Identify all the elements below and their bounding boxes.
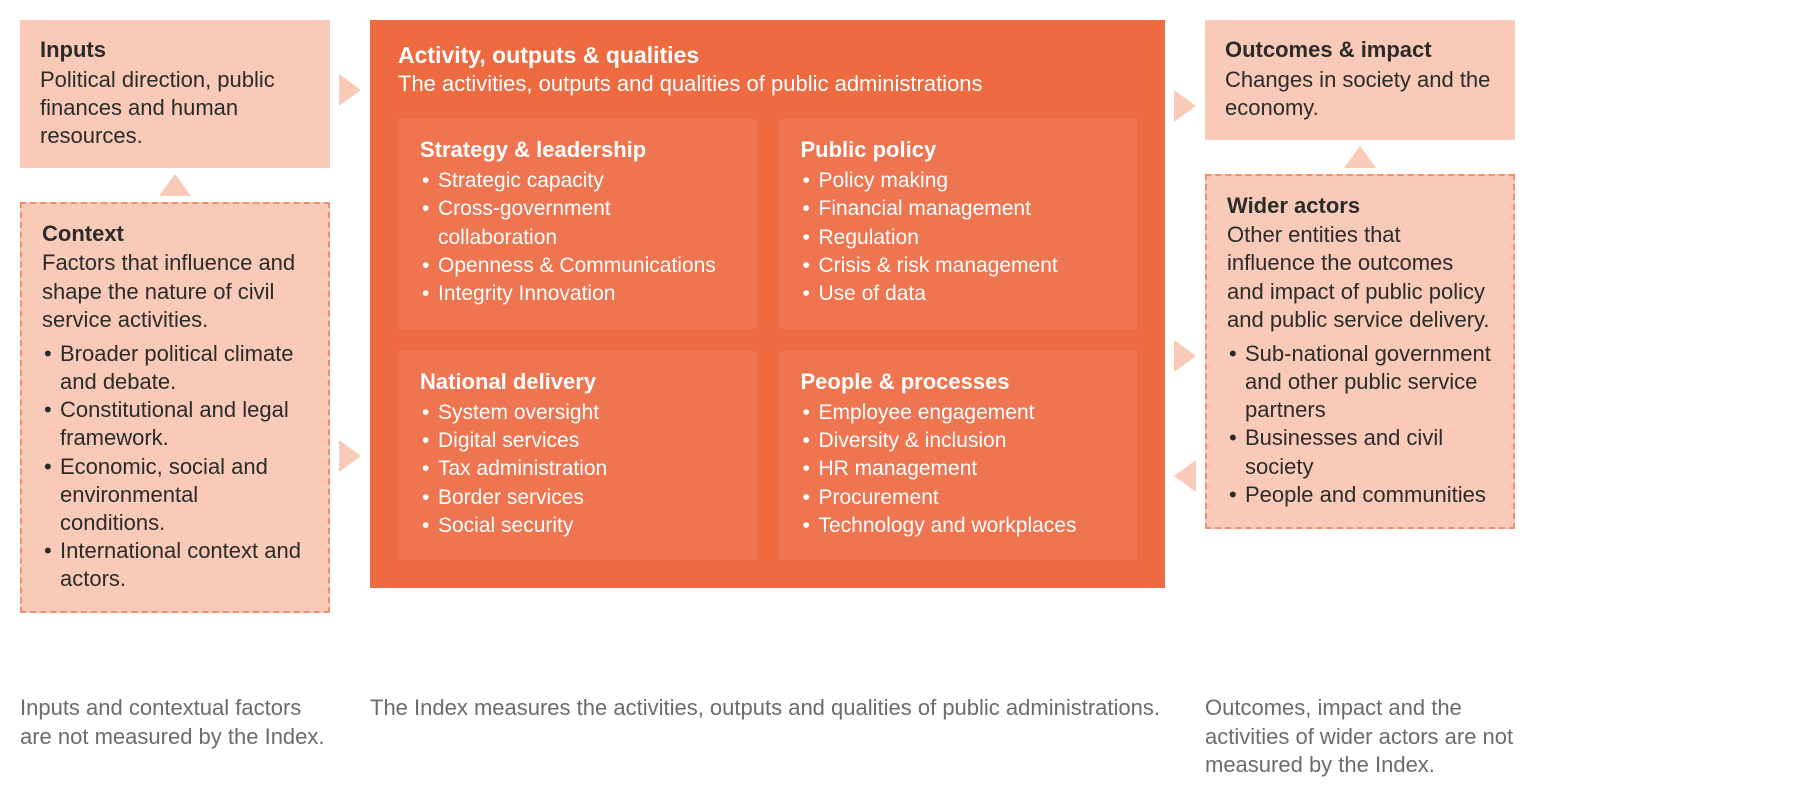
left-column: Inputs Political direction, public finan… bbox=[20, 20, 330, 613]
quadrant-bullet: Digital services bbox=[420, 427, 735, 455]
context-bullets: Broader political climate and debate.Con… bbox=[42, 340, 308, 593]
wider-bullet: People and communities bbox=[1227, 481, 1493, 509]
footer-center-text: The Index measures the activities, outpu… bbox=[370, 694, 1165, 723]
quadrant-bullet: HR management bbox=[801, 455, 1116, 483]
center-column: Activity, outputs & qualities The activi… bbox=[370, 20, 1165, 588]
quadrant-bullet: Openness & Communications bbox=[420, 252, 735, 280]
arrow-right-icon bbox=[339, 440, 361, 472]
quadrant-title: Strategy & leadership bbox=[420, 137, 735, 163]
context-title: Context bbox=[42, 220, 308, 248]
quadrant-bullet: Technology and workplaces bbox=[801, 512, 1116, 540]
wider-desc: Other entities that influence the outcom… bbox=[1227, 221, 1493, 334]
right-arrow-gutter bbox=[1165, 20, 1205, 680]
context-desc: Factors that influence and shape the nat… bbox=[42, 249, 308, 333]
inputs-box: Inputs Political direction, public finan… bbox=[20, 20, 330, 168]
outcomes-box: Outcomes & impact Changes in society and… bbox=[1205, 20, 1515, 140]
left-arrow-gutter bbox=[330, 20, 370, 680]
outcomes-desc: Changes in society and the economy. bbox=[1225, 66, 1495, 122]
footer-left: Inputs and contextual factors are not me… bbox=[20, 694, 330, 751]
quadrant-panel: Strategy & leadership Strategic capacityC… bbox=[398, 119, 757, 329]
arrow-left-icon bbox=[1174, 460, 1196, 492]
context-bullet: Economic, social and environmental condi… bbox=[42, 453, 308, 537]
context-box: Context Factors that influence and shape… bbox=[20, 202, 330, 613]
quadrant-title: People & processes bbox=[801, 369, 1116, 395]
outcomes-title: Outcomes & impact bbox=[1225, 36, 1495, 64]
activity-subtitle: The activities, outputs and qualities of… bbox=[398, 71, 1137, 97]
right-column: Outcomes & impact Changes in society and… bbox=[1205, 20, 1515, 529]
activity-title: Activity, outputs & qualities bbox=[398, 42, 1137, 69]
quadrant-bullet: Social security bbox=[420, 512, 735, 540]
quadrant-bullet: Use of data bbox=[801, 280, 1116, 308]
quadrant-bullet: Employee engagement bbox=[801, 399, 1116, 427]
quadrant-bullet: Tax administration bbox=[420, 455, 735, 483]
wider-actors-box: Wider actors Other entities that influen… bbox=[1205, 174, 1515, 529]
wider-bullet: Sub-national government and other public… bbox=[1227, 340, 1493, 424]
footer-center: The Index measures the activities, outpu… bbox=[370, 694, 1165, 723]
quadrant-bullet: Procurement bbox=[801, 484, 1116, 512]
quadrant-bullet: System oversight bbox=[420, 399, 735, 427]
context-bullet: International context and actors. bbox=[42, 537, 308, 593]
quadrant-bullets: System oversightDigital servicesTax admi… bbox=[420, 399, 735, 541]
quadrant-bullet: Strategic capacity bbox=[420, 167, 735, 195]
inputs-title: Inputs bbox=[40, 36, 310, 64]
wider-title: Wider actors bbox=[1227, 192, 1493, 220]
arrow-right-icon bbox=[1174, 340, 1196, 372]
quadrant-bullet: Policy making bbox=[801, 167, 1116, 195]
arrow-up-icon bbox=[1344, 146, 1376, 168]
quadrant-grid: Strategy & leadershipStrategic capacityC… bbox=[398, 119, 1137, 560]
quadrant-bullet: Cross-government collaboration bbox=[420, 195, 735, 252]
quadrant-bullet: Crisis & risk management bbox=[801, 252, 1116, 280]
footer-left-text: Inputs and contextual factors are not me… bbox=[20, 694, 330, 751]
quadrant-panel: Public policy Policy makingFinancial mana… bbox=[779, 119, 1138, 329]
arrow-right-icon bbox=[339, 74, 361, 106]
framework-diagram: Inputs Political direction, public finan… bbox=[20, 20, 1787, 780]
wider-bullet: Businesses and civil society bbox=[1227, 424, 1493, 480]
quadrant-bullets: Employee engagementDiversity & inclusion… bbox=[801, 399, 1116, 541]
quadrant-bullet: Regulation bbox=[801, 224, 1116, 252]
quadrant-bullet: Diversity & inclusion bbox=[801, 427, 1116, 455]
arrow-up-icon bbox=[159, 174, 191, 196]
quadrant-bullet: Border services bbox=[420, 484, 735, 512]
inputs-up-arrow-wrap bbox=[20, 174, 330, 196]
quadrant-title: National delivery bbox=[420, 369, 735, 395]
context-bullet: Constitutional and legal framework. bbox=[42, 396, 308, 452]
context-bullet: Broader political climate and debate. bbox=[42, 340, 308, 396]
quadrant-panel: National delivery System oversightDigital… bbox=[398, 351, 757, 561]
quadrant-bullet: Financial management bbox=[801, 195, 1116, 223]
footer-right-text: Outcomes, impact and the activities of w… bbox=[1205, 694, 1515, 780]
activity-panel: Activity, outputs & qualities The activi… bbox=[370, 20, 1165, 588]
inputs-desc: Political direction, public finances and… bbox=[40, 66, 310, 150]
arrow-right-icon bbox=[1174, 90, 1196, 122]
quadrant-bullet: Integrity Innovation bbox=[420, 280, 735, 308]
quadrant-bullets: Policy makingFinancial managementRegulat… bbox=[801, 167, 1116, 309]
outcomes-up-arrow-wrap bbox=[1205, 146, 1515, 168]
quadrant-bullets: Strategic capacityCross-government colla… bbox=[420, 167, 735, 309]
quadrant-panel: People & processes Employee engagementDiv… bbox=[779, 351, 1138, 561]
wider-bullets: Sub-national government and other public… bbox=[1227, 340, 1493, 509]
footer-right: Outcomes, impact and the activities of w… bbox=[1205, 694, 1515, 780]
quadrant-title: Public policy bbox=[801, 137, 1116, 163]
